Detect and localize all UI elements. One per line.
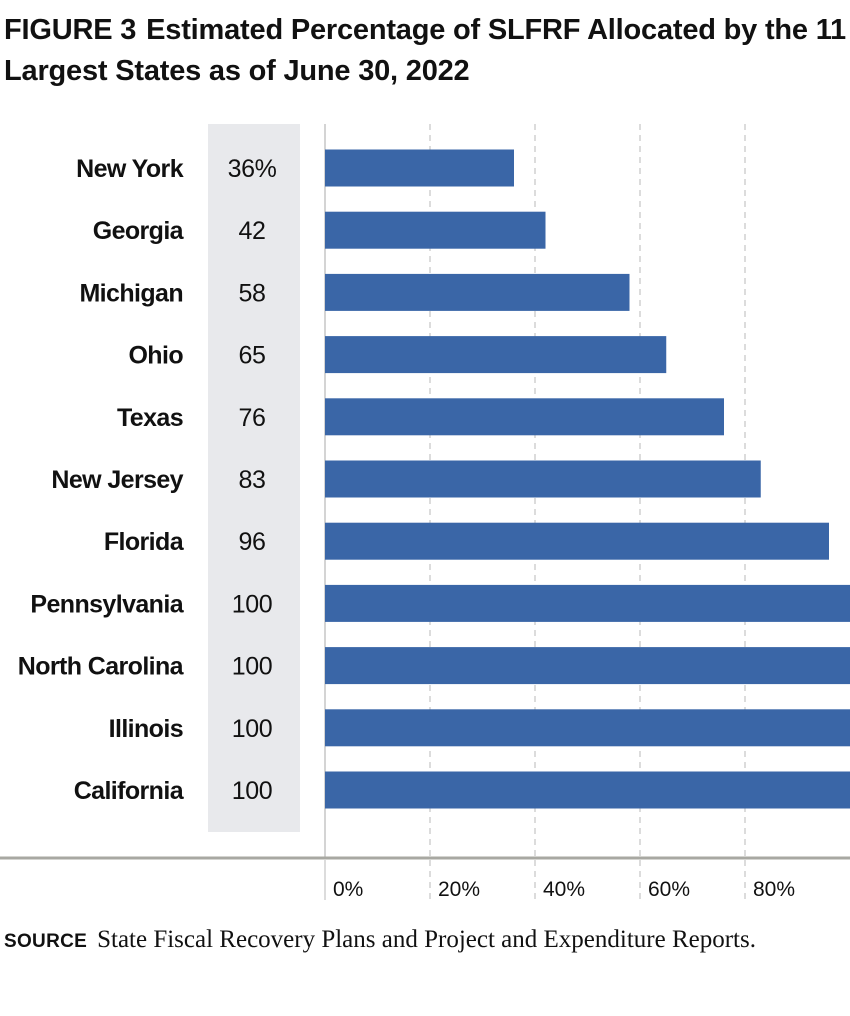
value-label: 76 [238, 404, 265, 432]
title-text: Estimated Percentage of SLFRF Allocated … [4, 14, 846, 87]
bar [325, 336, 667, 374]
value-label: 96 [238, 528, 265, 556]
category-label: North Carolina [18, 653, 185, 681]
bar [325, 398, 724, 436]
category-label: Texas [117, 404, 183, 432]
category-label: Pennsylvania [30, 590, 184, 618]
bar [325, 460, 761, 498]
value-label: 58 [238, 279, 265, 307]
value-label: 100 [232, 653, 273, 681]
figure-label: FIGURE 3 [4, 14, 137, 46]
bar [325, 211, 546, 249]
x-tick-label: 0% [333, 878, 363, 901]
value-label: 42 [238, 217, 265, 245]
value-label: 83 [238, 466, 265, 494]
value-label: 100 [232, 777, 273, 805]
bar [325, 771, 850, 809]
category-label: Ohio [128, 342, 183, 370]
category-label: Illinois [109, 715, 183, 743]
category-label: New Jersey [51, 466, 183, 494]
x-tick-label: 60% [648, 878, 690, 901]
bar [325, 709, 850, 747]
value-label: 65 [238, 342, 265, 370]
bar [325, 647, 850, 685]
bar [325, 273, 630, 311]
bar [325, 584, 850, 622]
category-label: New York [76, 155, 184, 183]
x-tick-label: 80% [753, 878, 795, 901]
category-label: Florida [104, 528, 185, 556]
source-label: SOURCE [4, 931, 88, 952]
source-text: State Fiscal Recovery Plans and Project … [97, 926, 756, 953]
category-label: California [74, 777, 185, 805]
category-label: Georgia [93, 217, 185, 245]
value-label: 100 [232, 590, 273, 618]
bar [325, 522, 829, 560]
value-label: 36% [228, 155, 277, 183]
x-tick-label: 20% [438, 878, 480, 901]
value-column-band [208, 124, 300, 832]
chart-title: FIGURE 3 Estimated Percentage of SLFRF Al… [4, 10, 850, 92]
source-note: SOURCE State Fiscal Recovery Plans and Pr… [4, 922, 844, 959]
category-label: Michigan [79, 279, 183, 307]
x-tick-label: 40% [543, 878, 585, 901]
value-label: 100 [232, 715, 273, 743]
bar [325, 149, 514, 187]
